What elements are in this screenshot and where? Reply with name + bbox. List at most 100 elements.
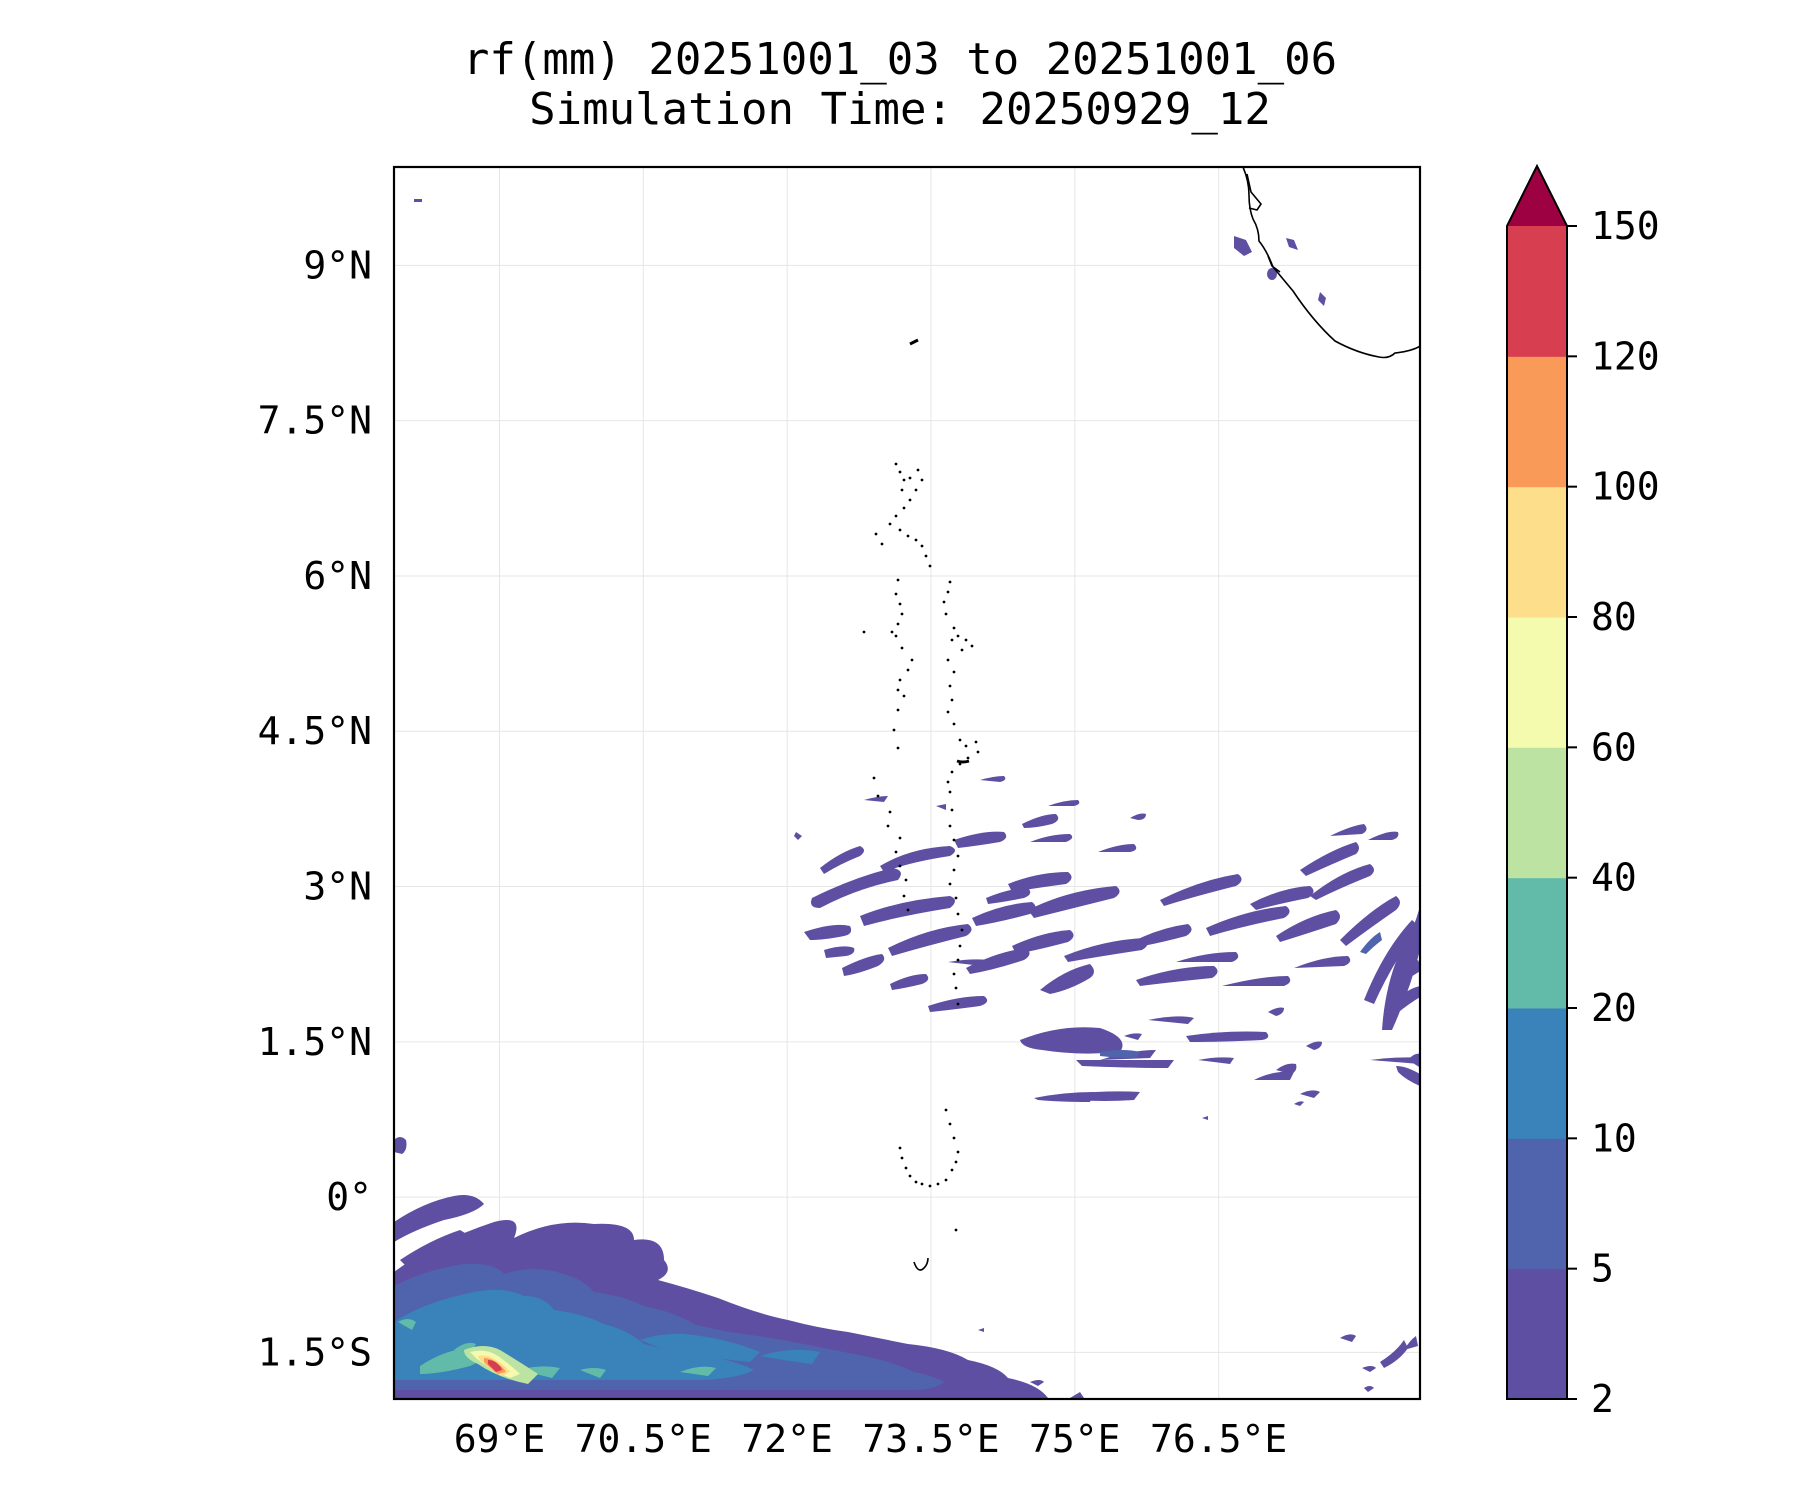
atoll-dot xyxy=(976,750,980,754)
atoll-dot xyxy=(900,612,904,616)
atoll-dot xyxy=(898,1146,902,1150)
atoll-dot xyxy=(952,670,956,674)
atoll-dot xyxy=(902,894,906,898)
atoll-dot xyxy=(898,678,902,682)
colorbar-label: 10 xyxy=(1591,1116,1637,1160)
atoll-dot xyxy=(946,590,950,594)
atoll-dot xyxy=(928,564,932,568)
plot-area xyxy=(394,167,1420,1399)
atoll-dot xyxy=(956,1002,960,1006)
rain-patch-north xyxy=(414,199,1326,306)
atoll-dot xyxy=(948,580,952,584)
atoll-dot xyxy=(890,630,894,634)
colorbar-frame xyxy=(1506,163,1568,1400)
atoll-dot xyxy=(952,838,956,842)
colorbar-segment xyxy=(1507,617,1567,748)
chart-subtitle: Simulation Time: 20250929_12 xyxy=(529,84,1271,135)
atoll-dot xyxy=(960,928,964,932)
atoll-dot xyxy=(914,488,918,492)
gridlines xyxy=(394,167,1420,1399)
atoll-dot xyxy=(916,468,920,472)
maldives-atolls xyxy=(862,462,980,1232)
atoll-dot xyxy=(950,698,954,702)
coast-detail xyxy=(1267,255,1281,273)
y-tick-label: 1.5°N xyxy=(258,1020,372,1064)
atoll-dot xyxy=(964,638,968,642)
colorbar-label: 120 xyxy=(1591,334,1660,378)
rain-cluster-southwest xyxy=(394,1137,1084,1399)
x-tick-label: 69°E xyxy=(454,1417,546,1461)
atoll-dot xyxy=(906,668,910,672)
atoll-dot xyxy=(952,868,956,872)
y-tick-label: 3°N xyxy=(303,865,372,909)
atoll-dot xyxy=(920,1182,924,1186)
colorbar-label: 2 xyxy=(1591,1377,1614,1421)
atoll-dot xyxy=(904,878,908,882)
colorbar-segment xyxy=(1507,747,1567,879)
atoll-dot xyxy=(958,762,962,766)
atoll-dot xyxy=(896,578,900,582)
atoll-dot xyxy=(906,908,910,912)
chart-title: rf(mm) 20251001_03 to 20251001_06 xyxy=(462,34,1338,85)
atoll-dot xyxy=(896,622,900,626)
colorbar-label: 40 xyxy=(1591,856,1637,900)
atoll-dot xyxy=(954,1228,958,1232)
rain-bands-central-core xyxy=(1100,932,1382,1058)
atoll-dot xyxy=(952,972,956,976)
atoll-dot xyxy=(928,1184,932,1188)
atoll-dot xyxy=(942,600,946,604)
atoll-dot xyxy=(920,544,924,548)
atoll-dot xyxy=(958,738,962,742)
plot-frame xyxy=(392,165,1422,1401)
y-tick-label: 7.5°N xyxy=(258,399,372,443)
atoll-dot xyxy=(950,770,954,774)
colorbar-segment xyxy=(1507,486,1567,618)
atoll-dot xyxy=(862,630,866,634)
atoll-dot xyxy=(946,658,950,662)
atoll-dot xyxy=(960,648,964,652)
atoll-dot xyxy=(964,744,968,748)
atoll-dot xyxy=(914,1180,918,1184)
atoll-dot xyxy=(898,602,902,606)
atoll-dot xyxy=(896,688,900,692)
atoll-dot xyxy=(904,1166,908,1170)
atoll-dot xyxy=(898,528,902,532)
atoll-dot xyxy=(952,722,956,726)
coast-detail xyxy=(1246,173,1262,211)
coastline xyxy=(909,167,1420,1271)
atoll-dot xyxy=(894,850,898,854)
atoll-dot xyxy=(898,864,902,868)
atoll-dot xyxy=(888,522,892,526)
y-tick-label: 6°N xyxy=(303,554,372,598)
atoll-dot xyxy=(948,684,952,688)
atoll-dot xyxy=(924,554,928,558)
atoll-dot xyxy=(894,514,898,518)
atoll-dot xyxy=(966,756,970,760)
rainfall-contours xyxy=(394,199,1420,1399)
island xyxy=(956,759,970,764)
atoll-dot xyxy=(954,1160,958,1164)
atoll-dot xyxy=(958,944,962,948)
atoll-dot xyxy=(950,638,954,642)
atoll-dot xyxy=(872,776,876,780)
atoll-dot xyxy=(956,958,960,962)
atoll-dot xyxy=(908,476,912,480)
atoll-dot xyxy=(898,470,902,474)
island xyxy=(909,338,919,346)
atoll-dot xyxy=(956,634,960,638)
atoll-dot xyxy=(944,1178,948,1182)
atoll-dot xyxy=(900,1156,904,1160)
atoll-dot xyxy=(974,740,978,744)
atoll-dot xyxy=(946,780,950,784)
atoll-dot xyxy=(944,612,948,616)
atoll-dot xyxy=(920,478,924,482)
atoll-dot xyxy=(902,478,906,482)
y-tick-label: 9°N xyxy=(303,243,372,287)
atoll-dot xyxy=(952,1136,956,1140)
atoll-dot xyxy=(914,538,918,542)
colorbar-label: 80 xyxy=(1591,595,1637,639)
atoll-dot xyxy=(896,708,900,712)
atoll-dot xyxy=(888,810,892,814)
colorbar-segment xyxy=(1507,356,1567,488)
